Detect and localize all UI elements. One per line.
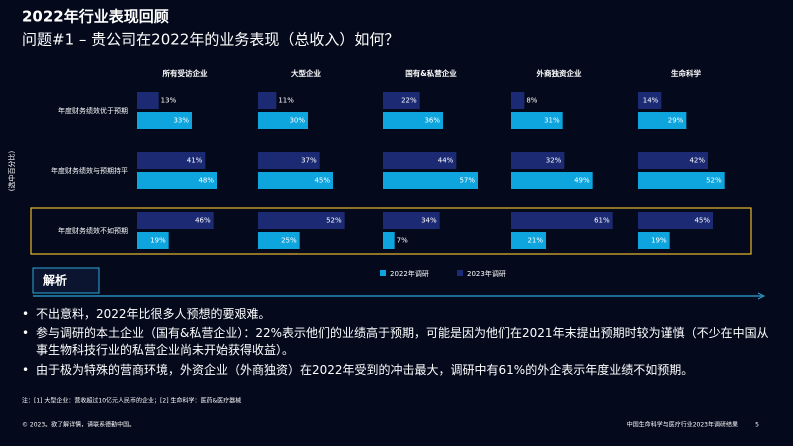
value-label: 29% [668, 117, 684, 125]
value-label: 48% [198, 177, 214, 185]
bar [137, 172, 217, 189]
analysis-box [32, 267, 100, 294]
subtitle: 问题#1 – 贵公司在2022年的业务表现（总收入）如何？ [22, 31, 399, 49]
highlight-box [30, 207, 752, 255]
legend-label: 2023年调研 [467, 269, 506, 278]
panel-title: 外商独资企业 [537, 68, 582, 78]
value-label: 44% [438, 157, 454, 165]
bar [258, 92, 277, 109]
bar [511, 92, 525, 109]
bar [137, 112, 192, 129]
value-label: 11% [278, 97, 294, 105]
bar [258, 232, 300, 249]
value-label: 52% [326, 217, 342, 225]
value-label: 22% [401, 97, 417, 105]
bar [638, 92, 662, 109]
value-label: 30% [289, 117, 305, 125]
bullet-dot: • [22, 307, 30, 321]
panel-title: 生命科学 [671, 68, 701, 78]
arrow [757, 292, 766, 300]
value-label: 14% [643, 97, 659, 105]
bullet-dot: • [22, 326, 30, 340]
row-label: 年度财务绩效与预期持平 [51, 166, 128, 175]
value-label: 42% [689, 157, 705, 165]
value-label: 31% [544, 117, 560, 125]
panel-title: 国有&私营企业 [405, 68, 457, 78]
bar [137, 232, 169, 249]
bar [511, 212, 613, 229]
title: 2022年行业表现回顾 [22, 8, 169, 26]
bar [258, 172, 333, 189]
legend-swatch [380, 270, 386, 276]
value-label: 19% [651, 237, 667, 245]
bar [638, 112, 687, 129]
bullet-text: 不出意料，2022年比很多人预想的要艰难。 [36, 307, 271, 321]
value-label: 45% [694, 217, 710, 225]
bar [383, 152, 457, 169]
value-label: 37% [301, 157, 317, 165]
row-label: 年度财务绩效不如预期 [58, 226, 128, 235]
y-label: (选中百分比) [7, 151, 16, 192]
value-label: 13% [161, 97, 177, 105]
value-label: 33% [173, 117, 189, 125]
panel-title: 所有受访企业 [163, 68, 208, 78]
value-label: 19% [150, 237, 166, 245]
footer-right: 中国生命科学与医疗行业2023年调研结果 [627, 421, 738, 429]
bullet: • 参与调研的本土企业（国有&私营企业）：22%表示他们的业绩高于预期，可能是因… [22, 325, 776, 359]
bullet: • 不出意料，2022年比很多人预想的要艰难。 [22, 306, 776, 323]
bullet-dot: • [22, 363, 30, 377]
value-label: 8% [526, 97, 537, 105]
value-label: 49% [574, 177, 590, 185]
bar [137, 212, 214, 229]
bar [638, 212, 713, 229]
legend-swatch [457, 270, 463, 276]
bar [383, 172, 478, 189]
value-label: 46% [195, 217, 211, 225]
bar [511, 232, 546, 249]
value-label: 34% [421, 217, 437, 225]
bar [258, 112, 308, 129]
bar [511, 172, 593, 189]
analysis-heading: 解析 [43, 273, 67, 288]
bar [383, 212, 440, 229]
value-label: 57% [459, 177, 475, 185]
value-label: 41% [187, 157, 203, 165]
bar [383, 92, 420, 109]
value-label: 52% [706, 177, 722, 185]
value-label: 45% [314, 177, 330, 185]
footer-left: © 2023。欲了解详情，请联系德勤中国。 [22, 421, 135, 429]
bar [383, 232, 395, 249]
bar [258, 212, 345, 229]
value-label: 21% [527, 237, 543, 245]
bar [137, 152, 206, 169]
bar [137, 92, 159, 109]
bar [258, 152, 320, 169]
value-label: 7% [397, 237, 408, 245]
bar [383, 112, 443, 129]
bullet-text: 参与调研的本土企业（国有&私营企业）：22%表示他们的业绩高于预期，可能是因为他… [36, 326, 769, 357]
value-label: 61% [594, 217, 610, 225]
bar [511, 152, 565, 169]
bar [638, 152, 708, 169]
bullet: • 由于极为特殊的营商环境，外资企业（外商独资）在2022年受到的冲击最大，调研… [22, 362, 776, 379]
panel-title: 大型企业 [291, 68, 321, 78]
legend-label: 2022年调研 [390, 269, 429, 278]
bar [511, 112, 563, 129]
value-label: 36% [424, 117, 440, 125]
bar [638, 232, 670, 249]
bar [638, 172, 725, 189]
bullet-text: 由于极为特殊的营商环境，外资企业（外商独资）在2022年受到的冲击最大，调研中有… [36, 363, 694, 377]
page-number: 5 [755, 422, 759, 429]
value-label: 25% [281, 237, 297, 245]
value-label: 32% [546, 157, 562, 165]
row-label: 年度财务绩效优于预期 [58, 106, 128, 115]
note: 注：[1] 大型企业：营收超过10亿元人民币的企业；[2] 生命科学：医药&医疗… [22, 397, 241, 405]
